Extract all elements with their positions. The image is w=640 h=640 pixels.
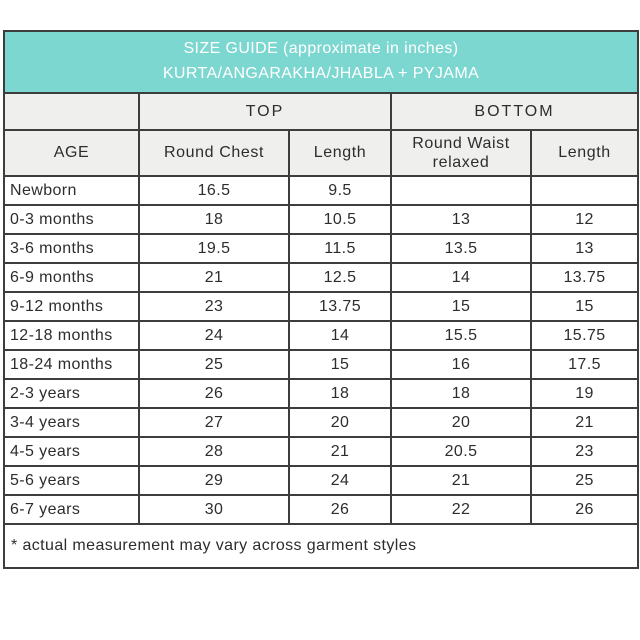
- top-length-cell: 26: [288, 494, 392, 525]
- top-length-cell: 13.75: [288, 291, 392, 322]
- round-chest-cell: 18: [138, 204, 290, 235]
- round-waist-cell: 22: [390, 494, 532, 525]
- top-length-cell: 9.5: [288, 175, 392, 206]
- group-header-row: TOP BOTTOM: [3, 92, 639, 131]
- top-length-cell: 20: [288, 407, 392, 438]
- title-line-1: SIZE GUIDE (approximate in inches): [183, 40, 459, 58]
- column-header-round-waist: Round Waist relaxed: [390, 129, 532, 177]
- age-cell: 5-6 years: [3, 465, 140, 496]
- bottom-length-cell: 17.5: [530, 349, 639, 380]
- round-waist-cell: 15: [390, 291, 532, 322]
- table-row: 4-5 years 28 21 20.5 23: [3, 436, 639, 467]
- age-cell: 2-3 years: [3, 378, 140, 409]
- age-cell: 3-6 months: [3, 233, 140, 264]
- table-row: 9-12 months 23 13.75 15 15: [3, 291, 639, 322]
- round-waist-cell: 20.5: [390, 436, 532, 467]
- column-header-age: AGE: [3, 129, 140, 177]
- round-chest-cell: 19.5: [138, 233, 290, 264]
- age-cell: 9-12 months: [3, 291, 140, 322]
- table-row: 18-24 months 25 15 16 17.5: [3, 349, 639, 380]
- top-length-cell: 15: [288, 349, 392, 380]
- group-header-empty: [3, 92, 140, 131]
- round-chest-cell: 26: [138, 378, 290, 409]
- bottom-length-cell: 15: [530, 291, 639, 322]
- age-cell: Newborn: [3, 175, 140, 206]
- top-length-cell: 18: [288, 378, 392, 409]
- bottom-length-cell: [530, 175, 639, 206]
- column-header-top-length: Length: [288, 129, 392, 177]
- table-row: 5-6 years 29 24 21 25: [3, 465, 639, 496]
- round-waist-cell: 14: [390, 262, 532, 293]
- top-length-cell: 11.5: [288, 233, 392, 264]
- table-row: Newborn 16.5 9.5: [3, 175, 639, 206]
- round-waist-cell: 13: [390, 204, 532, 235]
- age-cell: 3-4 years: [3, 407, 140, 438]
- round-chest-cell: 25: [138, 349, 290, 380]
- age-cell: 6-9 months: [3, 262, 140, 293]
- size-guide-table: SIZE GUIDE (approximate in inches) KURTA…: [3, 30, 639, 569]
- bottom-length-cell: 19: [530, 378, 639, 409]
- column-header-row: AGE Round Chest Length Round Waist relax…: [3, 129, 639, 177]
- bottom-length-cell: 21: [530, 407, 639, 438]
- footnote-text: * actual measurement may vary across gar…: [3, 523, 639, 569]
- title-row: SIZE GUIDE (approximate in inches) KURTA…: [3, 30, 639, 94]
- age-cell: 6-7 years: [3, 494, 140, 525]
- age-cell: 18-24 months: [3, 349, 140, 380]
- top-length-cell: 24: [288, 465, 392, 496]
- round-chest-cell: 30: [138, 494, 290, 525]
- bottom-length-cell: 26: [530, 494, 639, 525]
- bottom-length-cell: 12: [530, 204, 639, 235]
- round-waist-cell: 15.5: [390, 320, 532, 351]
- round-chest-cell: 21: [138, 262, 290, 293]
- round-waist-cell: 20: [390, 407, 532, 438]
- round-chest-cell: 24: [138, 320, 290, 351]
- bottom-length-cell: 25: [530, 465, 639, 496]
- top-length-cell: 14: [288, 320, 392, 351]
- bottom-length-cell: 15.75: [530, 320, 639, 351]
- round-waist-cell: 21: [390, 465, 532, 496]
- size-table-body: SIZE GUIDE (approximate in inches) KURTA…: [3, 30, 639, 569]
- footnote-row: * actual measurement may vary across gar…: [3, 523, 639, 569]
- age-cell: 0-3 months: [3, 204, 140, 235]
- table-row: 2-3 years 26 18 18 19: [3, 378, 639, 409]
- round-chest-cell: 27: [138, 407, 290, 438]
- round-chest-cell: 28: [138, 436, 290, 467]
- bottom-length-cell: 23: [530, 436, 639, 467]
- top-length-cell: 12.5: [288, 262, 392, 293]
- round-waist-cell: 13.5: [390, 233, 532, 264]
- table-row: 0-3 months 18 10.5 13 12: [3, 204, 639, 235]
- age-cell: 12-18 months: [3, 320, 140, 351]
- round-waist-cell: 16: [390, 349, 532, 380]
- round-chest-cell: 23: [138, 291, 290, 322]
- table-row: 6-9 months 21 12.5 14 13.75: [3, 262, 639, 293]
- age-cell: 4-5 years: [3, 436, 140, 467]
- round-chest-cell: 29: [138, 465, 290, 496]
- top-length-cell: 10.5: [288, 204, 392, 235]
- column-header-round-chest: Round Chest: [138, 129, 290, 177]
- table-row: 12-18 months 24 14 15.5 15.75: [3, 320, 639, 351]
- bottom-length-cell: 13: [530, 233, 639, 264]
- table-row: 3-4 years 27 20 20 21: [3, 407, 639, 438]
- title-line-2: KURTA/ANGARAKHA/JHABLA + PYJAMA: [162, 65, 480, 82]
- top-length-cell: 21: [288, 436, 392, 467]
- group-header-top: TOP: [138, 92, 392, 131]
- table-row: 6-7 years 30 26 22 26: [3, 494, 639, 525]
- group-header-bottom: BOTTOM: [390, 92, 639, 131]
- column-header-bottom-length: Length: [530, 129, 639, 177]
- table-row: 3-6 months 19.5 11.5 13.5 13: [3, 233, 639, 264]
- round-chest-cell: 16.5: [138, 175, 290, 206]
- round-waist-cell: [390, 175, 532, 206]
- bottom-length-cell: 13.75: [530, 262, 639, 293]
- round-waist-cell: 18: [390, 378, 532, 409]
- size-guide-title: SIZE GUIDE (approximate in inches) KURTA…: [3, 30, 639, 94]
